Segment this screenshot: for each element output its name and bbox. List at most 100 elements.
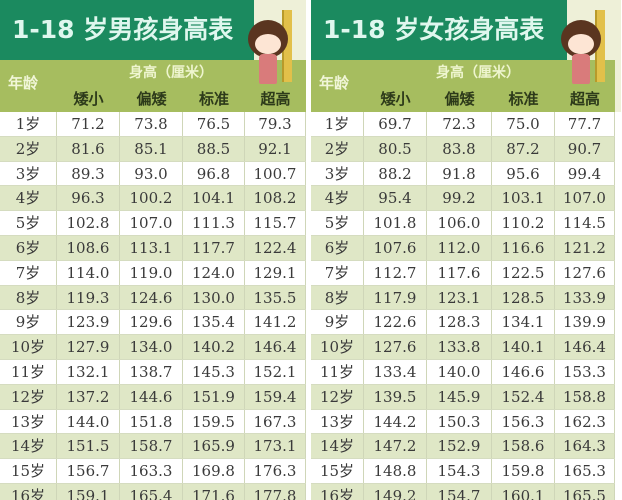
column-header: 标准 bbox=[508, 90, 539, 108]
table-row: 5岁 102.8 107.0 111.3 115.7 bbox=[0, 211, 306, 236]
height-cell: 75.0 bbox=[492, 112, 555, 136]
age-cell: 10岁 bbox=[0, 335, 57, 359]
table-row: 7岁 114.0 119.0 124.0 129.1 bbox=[0, 260, 306, 286]
table-row: 3岁 89.3 93.0 96.8 100.7 bbox=[0, 161, 306, 187]
height-cell: 116.6 bbox=[492, 236, 555, 260]
table-row: 8岁 119.3 124.6 130.0 135.5 bbox=[0, 285, 306, 311]
height-cell: 144.2 bbox=[364, 409, 427, 434]
height-cell: 128.5 bbox=[492, 285, 555, 310]
height-cell: 95.6 bbox=[492, 161, 555, 186]
height-cell: 107.6 bbox=[364, 236, 427, 260]
age-cell: 15岁 bbox=[311, 459, 364, 483]
table-row: 8岁 117.9 123.1 128.5 133.9 bbox=[311, 285, 615, 311]
height-cell: 145.9 bbox=[427, 384, 492, 409]
height-cell: 127.6 bbox=[364, 335, 427, 359]
height-cell: 123.9 bbox=[57, 310, 120, 335]
height-cell: 99.2 bbox=[427, 186, 492, 211]
table-title: 1-18 岁女孩身高表 bbox=[311, 0, 567, 60]
girl-face bbox=[255, 34, 281, 54]
height-cell: 156.7 bbox=[57, 459, 120, 483]
height-cell: 90.7 bbox=[555, 136, 615, 161]
height-cell: 101.8 bbox=[364, 211, 427, 235]
height-cell: 134.0 bbox=[120, 335, 183, 359]
height-cell: 140.0 bbox=[427, 360, 492, 384]
height-cell: 160.1 bbox=[492, 484, 555, 500]
table-row: 7岁 112.7 117.6 122.5 127.6 bbox=[311, 260, 615, 286]
height-cell: 112.7 bbox=[364, 260, 427, 285]
height-cell: 139.5 bbox=[364, 384, 427, 409]
table-row: 11岁 132.1 138.7 145.3 152.1 bbox=[0, 360, 306, 385]
height-cell: 148.8 bbox=[364, 459, 427, 483]
age-cell: 13岁 bbox=[311, 409, 364, 434]
height-cell: 107.0 bbox=[555, 186, 615, 211]
height-unit-header: 身高（厘米） bbox=[436, 65, 520, 81]
height-cell: 87.2 bbox=[492, 136, 555, 161]
height-cell: 129.1 bbox=[245, 260, 306, 285]
table-row: 12岁 137.2 144.6 151.9 159.4 bbox=[0, 384, 306, 410]
height-cell: 165.3 bbox=[555, 459, 615, 483]
table-row: 2岁 80.5 83.8 87.2 90.7 bbox=[311, 136, 615, 162]
height-cell: 144.0 bbox=[57, 409, 120, 434]
age-cell: 8岁 bbox=[0, 285, 57, 310]
height-cell: 159.4 bbox=[245, 384, 306, 409]
height-cell: 135.5 bbox=[245, 285, 306, 310]
height-cell: 140.2 bbox=[183, 335, 245, 359]
height-cell: 114.5 bbox=[555, 211, 615, 235]
height-cell: 127.6 bbox=[555, 260, 615, 285]
age-cell: 11岁 bbox=[0, 360, 57, 384]
height-cell: 139.9 bbox=[555, 310, 615, 335]
height-cell: 76.5 bbox=[183, 112, 245, 136]
age-cell: 9岁 bbox=[0, 310, 57, 335]
height-cell: 104.1 bbox=[183, 186, 245, 211]
height-cell: 134.1 bbox=[492, 310, 555, 335]
height-cell: 141.2 bbox=[245, 310, 306, 335]
height-cell: 133.9 bbox=[555, 285, 615, 310]
boys-height-table: 1-18 岁男孩身高表 年龄 身高（厘米） 矮小 偏矮 标准 超高 1岁 71.2 73.8 76… bbox=[0, 0, 306, 500]
age-cell: 6岁 bbox=[0, 236, 57, 260]
table-header: 年龄 身高（厘米） 矮小 偏矮 标准 超高 bbox=[311, 60, 615, 112]
table-header: 年龄 身高（厘米） 矮小 偏矮 标准 超高 bbox=[0, 60, 306, 112]
age-cell: 2岁 bbox=[311, 136, 364, 161]
height-cell: 112.0 bbox=[427, 236, 492, 260]
age-cell: 1岁 bbox=[311, 112, 364, 136]
height-cell: 95.4 bbox=[364, 186, 427, 211]
age-cell: 4岁 bbox=[0, 186, 57, 211]
table-row: 11岁 133.4 140.0 146.6 153.3 bbox=[311, 360, 615, 385]
column-header: 超高 bbox=[260, 90, 291, 108]
height-cell: 69.7 bbox=[364, 112, 427, 136]
height-cell: 123.1 bbox=[427, 285, 492, 310]
height-cell: 162.3 bbox=[555, 409, 615, 434]
age-cell: 5岁 bbox=[311, 211, 364, 235]
height-cell: 130.0 bbox=[183, 285, 245, 310]
height-cell: 147.2 bbox=[364, 434, 427, 459]
height-cell: 121.2 bbox=[555, 236, 615, 260]
height-cell: 124.6 bbox=[120, 285, 183, 310]
age-cell: 16岁 bbox=[311, 484, 364, 500]
height-cell: 158.7 bbox=[120, 434, 183, 459]
height-cell: 151.5 bbox=[57, 434, 120, 459]
height-cell: 159.8 bbox=[492, 459, 555, 483]
height-cell: 165.5 bbox=[555, 484, 615, 500]
height-cell: 167.3 bbox=[245, 409, 306, 434]
height-cell: 91.8 bbox=[427, 161, 492, 186]
table-row: 16岁 159.1 165.4 171.6 177.8 bbox=[0, 484, 306, 500]
height-cell: 124.0 bbox=[183, 260, 245, 285]
height-cell: 149.2 bbox=[364, 484, 427, 500]
height-cell: 133.8 bbox=[427, 335, 492, 359]
height-cell: 133.4 bbox=[364, 360, 427, 384]
height-cell: 92.1 bbox=[245, 136, 306, 161]
height-cell: 159.1 bbox=[57, 484, 120, 500]
age-cell: 12岁 bbox=[311, 384, 364, 409]
height-cell: 177.8 bbox=[245, 484, 306, 500]
height-cell: 114.0 bbox=[57, 260, 120, 285]
height-cell: 129.6 bbox=[120, 310, 183, 335]
age-cell: 1岁 bbox=[0, 112, 57, 136]
height-unit-header: 身高（厘米） bbox=[129, 65, 213, 81]
height-cell: 137.2 bbox=[57, 384, 120, 409]
girl-dress bbox=[572, 54, 590, 84]
age-header: 年龄 bbox=[8, 74, 39, 92]
height-cell: 103.1 bbox=[492, 186, 555, 211]
age-cell: 10岁 bbox=[311, 335, 364, 359]
height-cell: 83.8 bbox=[427, 136, 492, 161]
height-cell: 80.5 bbox=[364, 136, 427, 161]
